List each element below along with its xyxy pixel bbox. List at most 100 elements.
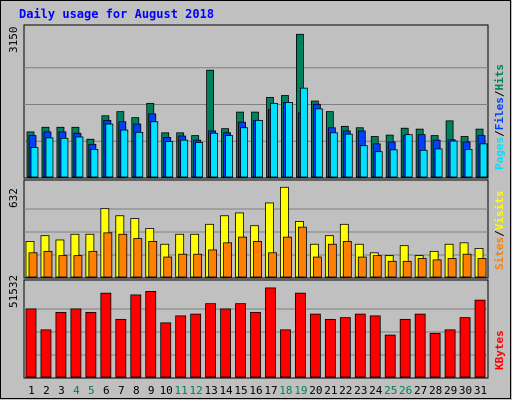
bar-pages-day-24	[374, 151, 383, 178]
bar-pages-day-9	[150, 121, 159, 178]
bar-sites-day-13	[208, 249, 218, 278]
bar-kbytes-day-5	[85, 311, 97, 378]
x-tick-label: 6	[103, 384, 110, 397]
bar-sites-day-3	[58, 255, 68, 278]
x-tick-label: 28	[429, 384, 442, 397]
x-tick-label: 8	[133, 384, 140, 397]
x-tick-label: 25	[384, 384, 397, 397]
bar-pages-day-28	[434, 148, 443, 178]
bar-sites-day-25	[387, 260, 397, 278]
panel-legend: KBytes	[493, 330, 506, 370]
bar-sites-day-10	[163, 256, 173, 278]
x-tick-label: 17	[264, 384, 277, 397]
x-tick-label: 13	[204, 384, 217, 397]
legend-kbytes: KBytes	[493, 330, 506, 370]
bar-kbytes-day-17	[265, 287, 276, 378]
bar-sites-day-26	[402, 260, 412, 278]
bar-pages-day-26	[404, 134, 413, 178]
bar-sites-day-15	[238, 236, 247, 278]
bar-pages-day-7	[120, 129, 129, 178]
bar-kbytes-day-20	[309, 313, 321, 378]
bar-kbytes-day-28	[429, 332, 441, 378]
x-tick-label: 26	[399, 384, 412, 397]
legend-hits: Hits	[493, 64, 506, 91]
bar-kbytes-day-22	[339, 317, 351, 378]
x-axis-day-labels: 1 2 3 4 5 6 7 8 9 10 11 12 13 14 15 16 17 18 19 20 21 22 23 24 2…	[28, 384, 487, 397]
bar-pages-day-12	[195, 142, 204, 178]
bar-kbytes-day-19	[295, 292, 306, 378]
bar-kbytes-day-10	[160, 322, 172, 378]
panel-kbytes: 51532 KBytes	[7, 275, 506, 379]
bar-kbytes-day-12	[190, 313, 202, 378]
bar-pages-day-3	[60, 137, 69, 178]
legend-sites: Sites	[493, 237, 506, 270]
bar-pages-day-23	[359, 145, 368, 178]
panel-max-label: 3150	[7, 27, 20, 54]
chart-title: Daily usage for August 2018	[19, 7, 214, 21]
legend-files: Files	[493, 97, 506, 130]
bar-sites-day-18	[283, 236, 292, 278]
x-tick-label: 20	[309, 384, 322, 397]
x-tick-label: 24	[369, 384, 383, 397]
bar-pages-day-6	[105, 123, 114, 178]
bar-sites-day-14	[223, 242, 232, 278]
bar-pages-day-10	[165, 141, 174, 178]
bar-kbytes-day-27	[414, 313, 426, 378]
bar-kbytes-day-6	[100, 292, 112, 378]
bar-sites-day-28	[432, 259, 442, 278]
bar-sites-day-2	[43, 250, 53, 278]
bar-kbytes-day-4	[70, 308, 82, 378]
bar-pages-day-27	[419, 149, 428, 178]
x-tick-label: 5	[88, 384, 95, 397]
bar-kbytes-day-15	[235, 303, 246, 378]
x-tick-label: 12	[190, 384, 203, 397]
bar-pages-day-8	[135, 131, 144, 178]
bar-pages-day-11	[180, 139, 189, 178]
bar-sites-day-7	[118, 233, 128, 278]
x-tick-label: 3	[58, 384, 65, 397]
bar-kbytes-day-14	[220, 308, 231, 378]
bar-pages-day-21	[329, 132, 338, 178]
x-tick-label: 19	[294, 384, 307, 397]
bar-pages-day-22	[344, 133, 353, 178]
bar-pages-day-20	[314, 108, 323, 178]
bar-pages-day-29	[449, 140, 458, 178]
panel-legend: Pages/Files/Hits	[493, 64, 506, 170]
legend-visits: Visits	[493, 191, 506, 231]
x-tick-label: 4	[73, 384, 80, 397]
x-tick-label: 22	[339, 384, 352, 397]
bar-kbytes-day-31	[474, 299, 486, 378]
bar-pages-day-25	[389, 149, 398, 178]
bar-sites-day-29	[447, 258, 457, 278]
x-tick-label: 31	[474, 384, 487, 397]
bar-sites-day-20	[312, 256, 322, 278]
bar-pages-day-13	[210, 132, 219, 178]
bar-kbytes-day-23	[354, 313, 366, 378]
bar-kbytes-day-7	[115, 318, 127, 378]
bar-pages-day-17	[270, 102, 278, 178]
x-tick-label: 23	[354, 384, 367, 397]
bar-pages-day-5	[90, 148, 99, 178]
bar-sites-day-11	[178, 253, 188, 278]
bar-pages-day-2	[45, 137, 54, 178]
legend-separator: /	[493, 90, 506, 97]
bar-kbytes-day-11	[175, 315, 187, 378]
bar-sites-day-27	[417, 258, 427, 278]
legend-pages: Pages	[493, 137, 506, 170]
bar-kbytes-day-26	[399, 318, 411, 378]
bar-sites-day-4	[73, 255, 83, 278]
panel-visits-sites: 632 Sites/Visits	[7, 179, 506, 279]
x-tick-label: 27	[414, 384, 427, 397]
bar-kbytes-day-13	[205, 303, 217, 378]
bar-kbytes-day-9	[145, 291, 157, 378]
bar-sites-day-24	[372, 255, 382, 278]
bar-pages-day-1	[30, 147, 39, 178]
x-tick-label: 2	[43, 384, 50, 397]
bar-sites-day-19	[298, 226, 307, 278]
x-tick-label: 11	[175, 384, 188, 397]
bar-kbytes-day-24	[369, 315, 381, 378]
bar-sites-day-6	[103, 232, 113, 278]
